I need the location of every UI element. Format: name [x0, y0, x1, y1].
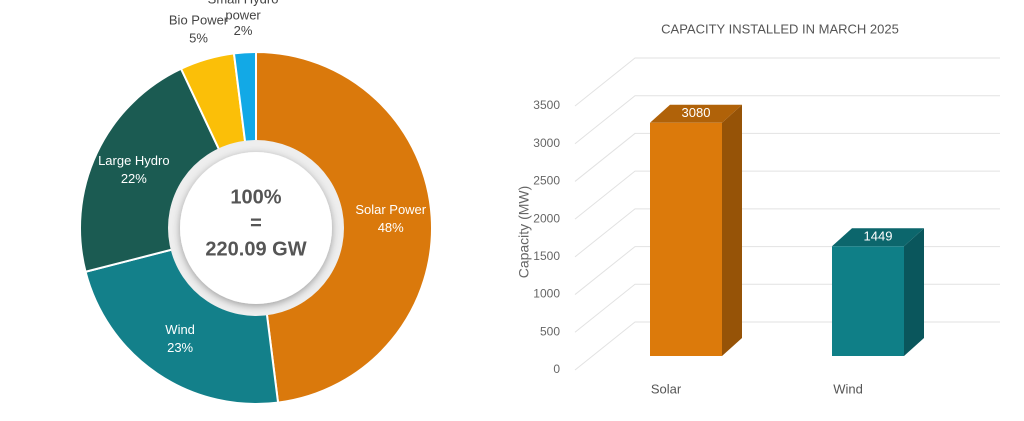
center-text: 220.09 GW — [205, 238, 306, 260]
bar-top — [832, 228, 924, 247]
slice-label: Large Hydro — [98, 153, 170, 168]
slice-label-line: power — [225, 8, 261, 23]
slice-label: Wind — [165, 322, 195, 337]
bar-side — [904, 228, 924, 356]
grid-line — [574, 132, 1000, 182]
y-tick-label: 500 — [540, 324, 560, 338]
y-tick-label: 3000 — [533, 136, 560, 150]
grid-line — [574, 57, 1000, 107]
y-tick-label: 2000 — [533, 211, 560, 225]
grid-line — [574, 95, 1000, 145]
x-tick-label: Wind — [833, 381, 863, 396]
y-tick-label: 1500 — [533, 249, 560, 263]
grid-line — [574, 246, 1000, 295]
bar-value-label: 1449 — [864, 229, 893, 244]
slice-value-label: 2% — [234, 23, 253, 38]
bar — [832, 246, 904, 356]
grid-line — [574, 283, 1000, 333]
slice-label: Small Hydropower — [208, 0, 279, 23]
slice-value-label: 23% — [167, 340, 193, 355]
slice-value-label: 48% — [378, 220, 404, 235]
y-axis-label: Capacity (MW) — [516, 186, 532, 279]
slice-label: Bio Power — [169, 13, 229, 28]
grid-line — [574, 208, 1000, 258]
center-text: 100% — [230, 186, 281, 208]
bar-value-label: 3080 — [682, 105, 711, 120]
slice-value-label: 22% — [121, 171, 147, 186]
donut-hole — [180, 152, 332, 304]
y-tick-label: 2500 — [533, 174, 560, 188]
bar-top — [650, 104, 742, 123]
grid-line — [574, 321, 1000, 371]
chart-title: CAPACITY INSTALLED IN MARCH 2025 — [661, 21, 899, 36]
center-text: = — [250, 212, 262, 234]
x-tick-label: Solar — [651, 381, 682, 396]
grid-line — [574, 170, 1000, 220]
y-tick-label: 1000 — [533, 287, 560, 301]
bar-side — [722, 104, 742, 356]
bar — [650, 122, 722, 356]
y-tick-label: 3500 — [533, 98, 560, 112]
slice-value-label: 5% — [189, 31, 208, 46]
y-tick-label: 0 — [553, 362, 560, 376]
slice-label-line: Small Hydro — [208, 0, 279, 7]
slice-label: Solar Power — [355, 202, 426, 217]
